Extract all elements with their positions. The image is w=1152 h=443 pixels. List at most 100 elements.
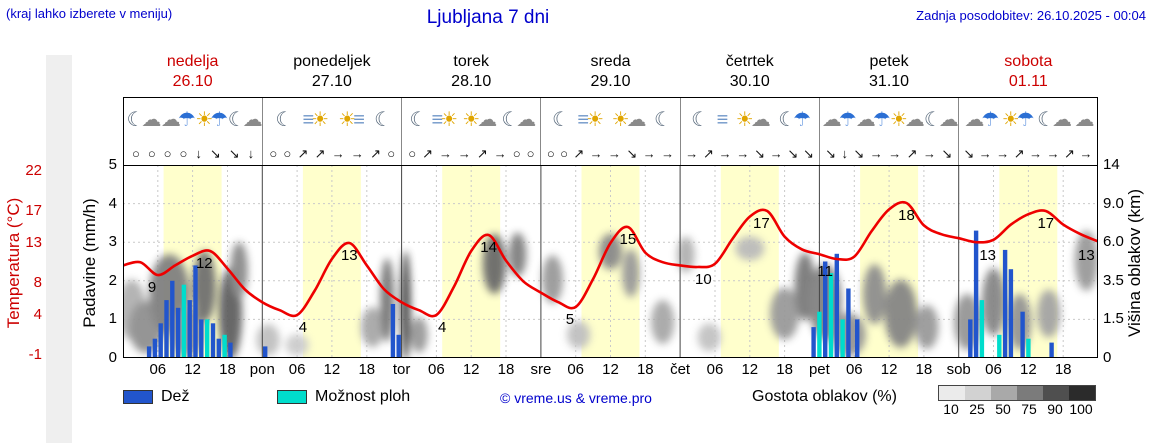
rain-bar bbox=[263, 346, 268, 358]
rain-bar bbox=[390, 304, 396, 358]
sun-glyph: ☀ bbox=[1001, 108, 1020, 131]
day-date: 30.10 bbox=[729, 73, 770, 90]
x-axis-hour-tick: 18 bbox=[776, 361, 793, 378]
day-name: petek bbox=[869, 53, 909, 70]
cloud-density-legend-label: Gostota oblakov (%) bbox=[752, 388, 897, 405]
day-icons-column: ☁☂ ☀☂ ☾☁ ☁ bbox=[957, 98, 1097, 141]
fog-glyph: ≡ bbox=[716, 108, 729, 131]
cloud-glyph: ☁ bbox=[516, 108, 536, 131]
moon-rain-icon: ☾☂ bbox=[778, 110, 811, 130]
cloud-density-swatch bbox=[965, 386, 991, 400]
day-header-četrtek: četrtek 30.10 bbox=[680, 52, 819, 96]
rain-bar bbox=[834, 253, 839, 358]
x-axis-hour-tick: 18 bbox=[497, 361, 515, 378]
day-icons-column: ☾ ≡☀ ☀≡ ☾ bbox=[262, 98, 401, 141]
rain-bar bbox=[193, 265, 198, 358]
rain-legend-label: Dež bbox=[161, 388, 190, 405]
wind-barb-icon: ○ bbox=[560, 145, 568, 161]
wind-barb-icon: ↘ bbox=[754, 145, 765, 161]
sun-glyph: ☀ bbox=[586, 108, 604, 131]
sun-glyph: ☀ bbox=[462, 108, 480, 131]
wind-barb-icon: ↘ bbox=[626, 145, 638, 161]
wind-barb-icon: ↘ bbox=[853, 145, 865, 161]
x-axis-day-label: tor bbox=[392, 361, 411, 378]
precip-axis-tick: 1 bbox=[108, 310, 117, 328]
temp-label: 4 bbox=[438, 319, 446, 336]
precip-axis-tick: 0 bbox=[108, 349, 117, 366]
shower-bar bbox=[840, 319, 845, 358]
temp-label: 11 bbox=[817, 263, 833, 280]
wind-barb-icon: → bbox=[685, 145, 699, 161]
wind-barb-icon: ○ bbox=[408, 145, 417, 161]
shower-bar bbox=[997, 334, 1002, 358]
wind-barb-icon: ↓ bbox=[841, 145, 848, 161]
sun-glyph: ☀ bbox=[195, 108, 213, 131]
rain-bar bbox=[210, 323, 216, 358]
cloud-glyph: ☁ bbox=[160, 108, 181, 131]
fog-glyph: ≡ bbox=[431, 108, 444, 131]
x-axis-hour-tick: 12 bbox=[741, 361, 759, 378]
day-icons-column: ☾ ≡☀ ☀☁ ☾☁ bbox=[401, 98, 540, 141]
day-wind-column: → ↗ → → ↘ → ↘ ↘ bbox=[679, 141, 819, 165]
x-axis-hour-tick: 12 bbox=[184, 361, 201, 378]
wind-barbs-row: ○ ○ ○ ○ ↓ ↘ ↘ ↓ ○ ○ ↗ ↗ → → ↗ ○ ○ ↗ → → ↗ → ○ ○ ○ ○ ↗ → → ↘ → → → ↗ → → ↘ → ↘ ↘… bbox=[124, 141, 1097, 165]
day-wind-column: ↘ ↓ ↘ → → ↗ → ↘ bbox=[818, 141, 958, 165]
rain-bar bbox=[855, 319, 860, 358]
x-axis-hour-tick: 12 bbox=[880, 361, 898, 378]
day-name: ponedeljek bbox=[293, 53, 371, 70]
x-axis-hour-tick: 06 bbox=[149, 361, 167, 378]
x-axis-day-label: pet bbox=[808, 361, 830, 378]
cloud-blob bbox=[1008, 294, 1032, 350]
wind-barb-icon: → bbox=[493, 145, 507, 161]
wind-barb-icon: ○ bbox=[179, 145, 188, 161]
last-update-text: Zadnja posodobitev: 26.10.2025 - 00:04 bbox=[916, 8, 1146, 23]
temp-axis-tick: 22 bbox=[25, 162, 42, 179]
x-axis-hour-tick: 18 bbox=[358, 361, 376, 378]
page-title: Ljubljana 7 dni bbox=[426, 7, 550, 28]
x-axis-hour-tick: 12 bbox=[602, 361, 619, 378]
day-wind-column: ○ ○ ↗ ↗ → → ↗ ○ bbox=[262, 141, 401, 165]
wind-barb-icon: → bbox=[978, 145, 992, 161]
symbols-band: ☾☁ ☁☂ ☀☂ ☾☁ ☾ ≡☀ ☀≡ ☾ ☾ ≡☀ ☀☁ ☾☁ ☾ ≡☀ ☀☁ ☾ ☾ ≡ ☀☁ ☾☂ ☁☂ ☁☂ ☀☁ ☾… bbox=[123, 97, 1098, 165]
shower-bar bbox=[979, 300, 985, 358]
shower-bar bbox=[817, 311, 822, 358]
rain-bar bbox=[164, 300, 169, 358]
day-wind-column: ↘ → → ↗ → → ↗ → bbox=[957, 141, 1097, 165]
wind-barb-icon: ○ bbox=[269, 145, 278, 161]
day-date: 27.10 bbox=[311, 73, 352, 90]
day-icons-column: ☁☂ ☁☂ ☀☁ ☾☁ bbox=[818, 98, 958, 141]
chart-border bbox=[123, 165, 1098, 358]
rain-bar bbox=[396, 334, 401, 358]
moon-glyph: ☾ bbox=[691, 108, 709, 131]
temperature-axis-title: Temperatura (°C) bbox=[4, 197, 23, 329]
rain-bar bbox=[158, 323, 163, 358]
temp-label: 15 bbox=[620, 231, 637, 248]
wind-barb-icon: ↘ bbox=[787, 145, 799, 161]
copyright-link[interactable]: © vreme.us & vreme.pro bbox=[500, 390, 652, 406]
cloud-height-axis-title: Višina oblakov (km) bbox=[1125, 188, 1144, 338]
day-wind-column: ○ ○ ○ ○ ↓ ↘ ↘ ↓ bbox=[124, 141, 262, 165]
cloud-glyph: ☁ bbox=[1052, 108, 1072, 131]
moon-cloud-icon: ☾☁ bbox=[228, 110, 262, 130]
wind-barb-icon: ↘ bbox=[209, 145, 221, 161]
moon-cloud-icon: ☾☁ bbox=[1037, 108, 1072, 131]
rain-bar bbox=[199, 319, 204, 358]
precip-axis-tick: 5 bbox=[108, 156, 117, 173]
cloud-density-swatch bbox=[991, 386, 1017, 400]
day-date: 26.10 bbox=[172, 73, 213, 90]
moon-glyph: ☾ bbox=[409, 108, 427, 131]
rain-glyph: ☂ bbox=[1016, 108, 1035, 131]
fog-sun-icon: ≡☀ bbox=[302, 110, 329, 130]
cloud-density-tick: 75 bbox=[1021, 401, 1037, 417]
x-axis-hour-tick: 18 bbox=[219, 361, 236, 378]
cloud-blob bbox=[770, 287, 800, 340]
temp-axis-tick: 8 bbox=[33, 274, 42, 291]
temp-label: 12 bbox=[196, 255, 213, 272]
moon-icon: ☾ bbox=[275, 110, 293, 130]
meteogram-chart: 9 12 4 13 4 14 5 15 10 17 11 18 13 17 13 bbox=[123, 165, 1098, 358]
x-axis-hour-tick: 06 bbox=[288, 361, 306, 378]
cloud-density-swatch bbox=[1069, 386, 1095, 400]
rain-bar bbox=[968, 319, 973, 358]
rain-glyph: ☂ bbox=[981, 108, 999, 131]
